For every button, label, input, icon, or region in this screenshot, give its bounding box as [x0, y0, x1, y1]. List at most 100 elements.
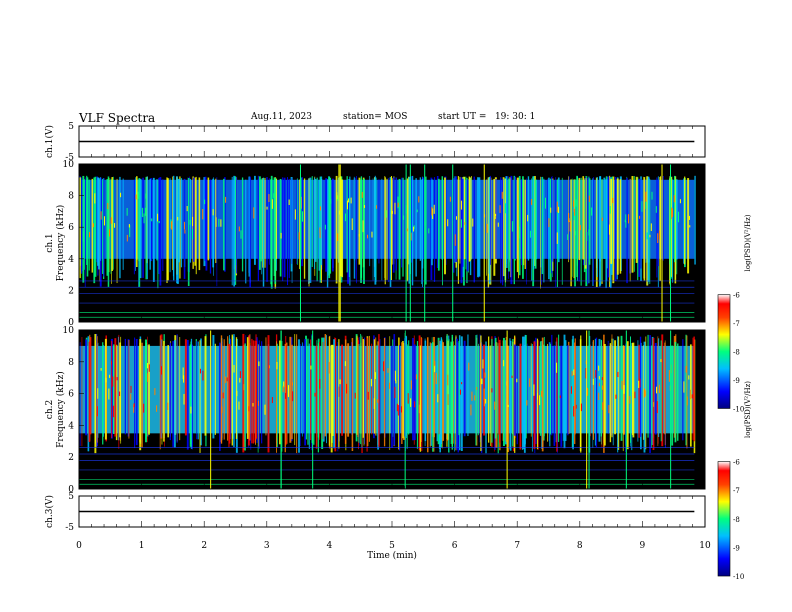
spectrogram-hotspot — [573, 369, 575, 376]
spectrogram-streak — [375, 337, 377, 436]
spectrogram-streak — [389, 177, 392, 287]
spectrogram-streak — [512, 341, 515, 452]
spectrogram-streak — [241, 177, 244, 272]
spectrogram-streak — [304, 339, 307, 446]
spectrogram-hotspot — [403, 215, 405, 220]
spectrogram-streak — [677, 343, 679, 441]
spectrogram-streak — [316, 177, 318, 282]
spectrogram-hotspot — [319, 227, 321, 233]
spectrogram-hotspot — [638, 380, 640, 388]
spectrogram-hotspot — [288, 385, 290, 398]
spectrogram-streak — [487, 177, 489, 282]
spectrogram-streak — [612, 338, 614, 446]
spectrogram-streak — [339, 345, 340, 442]
spectrogram-streak — [103, 178, 105, 277]
spectrogram-streak — [313, 345, 315, 445]
spectrogram-streak — [516, 345, 518, 445]
spectrogram-streak — [580, 335, 582, 453]
spectrogram-hotspot — [617, 371, 619, 378]
spectrogram-streak — [689, 344, 692, 447]
spectrogram-streak — [458, 335, 461, 451]
spectrogram-streak — [373, 339, 376, 434]
spectrogram-hotspot — [192, 229, 194, 240]
spectrogram-hotspot — [148, 364, 150, 372]
date-label: Aug.11, 2023 — [251, 112, 312, 122]
spectrogram-streak — [657, 179, 659, 267]
spectrogram-streak — [543, 336, 545, 437]
spectrogram-streak — [104, 338, 107, 440]
spectrogram-hotspot — [354, 392, 356, 399]
spectrogram-hotspot — [575, 199, 577, 207]
spectrogram-streak — [685, 334, 687, 446]
spectrogram-hotspot — [499, 205, 501, 213]
spectrogram-hotspot — [143, 403, 145, 413]
spectrogram-streak — [145, 339, 147, 439]
spectrogram-hotspot — [336, 192, 338, 200]
colorbar-tick-label: -7 — [733, 487, 740, 495]
spectrogram-streak — [94, 334, 97, 454]
x-tick-label: 7 — [514, 541, 520, 551]
spectrogram-hotspot — [541, 390, 543, 397]
spectrogram-hotspot — [481, 378, 483, 385]
spectrogram-streak — [505, 336, 507, 442]
spectrogram-hotspot — [119, 391, 121, 397]
spectrogram-streak — [347, 179, 350, 284]
spectrogram-streak — [341, 179, 344, 278]
spectrogram-hotspot — [678, 211, 680, 223]
spectrogram-streak — [478, 343, 479, 436]
spectrogram-streak — [389, 336, 391, 450]
spectrogram-streak — [250, 345, 252, 450]
spectrogram-hotspot — [550, 207, 552, 213]
spectrogram-streak — [145, 176, 147, 280]
spectrogram-hotspot — [240, 230, 242, 239]
colorbar-label: log(PSD)(V²/Hz) — [744, 214, 752, 271]
spectrogram-streak — [189, 176, 191, 273]
spectrogram-hotspot — [351, 218, 353, 231]
spectrogram-streak — [469, 177, 471, 262]
spectrogram-streak — [363, 339, 365, 446]
spectrogram-hotspot — [100, 211, 102, 220]
spectrogram-streak — [509, 176, 511, 261]
spectrogram-hotspot — [639, 378, 641, 388]
spectrogram-streak — [167, 345, 169, 438]
spectrogram-hotspot — [449, 196, 451, 202]
spectrogram-streak — [276, 343, 278, 448]
spectrogram-streak — [288, 178, 290, 278]
spectrogram-streak — [421, 338, 423, 452]
spectrogram-hotspot — [291, 382, 293, 386]
spectrogram-streak — [162, 179, 164, 271]
spectrogram-streak — [228, 344, 231, 444]
spectrogram-hotspot — [505, 203, 507, 214]
spectrogram-streak — [156, 179, 158, 261]
spectrogram-hotspot — [222, 392, 224, 399]
spectrogram-hotspot — [156, 405, 158, 412]
spectrogram-streak — [79, 177, 81, 279]
spectrogram-streak — [178, 178, 180, 263]
spectrogram-streak — [645, 336, 647, 450]
spectrogram-hotspot — [190, 406, 192, 414]
chart-title: VLF Spectra — [79, 111, 156, 125]
spectrogram-streak — [647, 176, 650, 282]
spectrogram-streak — [360, 179, 363, 283]
spectrogram-hotspot — [644, 390, 646, 397]
y-tick-label: 10 — [63, 160, 75, 170]
spectrogram-streak — [536, 179, 538, 260]
spectrogram-streak — [603, 340, 605, 443]
spectrogram-streak — [308, 343, 310, 449]
spectrogram-streak — [523, 336, 525, 449]
spectrogram-hotspot — [202, 208, 204, 220]
y-tick-label: 0 — [68, 318, 74, 328]
spectrogram-streak — [351, 338, 354, 452]
spectrogram-streak — [268, 178, 270, 265]
spectrogram-streak — [372, 178, 374, 281]
spectrogram-hotspot — [324, 224, 326, 230]
spectrogram-hotspot — [374, 372, 376, 380]
spectrogram-hotspot — [655, 386, 657, 394]
spectrogram-hotspot — [183, 393, 185, 405]
spectrogram-streak — [481, 342, 483, 440]
spectrogram-hotspot — [574, 208, 576, 216]
spectrogram-streak — [369, 175, 371, 267]
spectrogram-streak — [106, 179, 109, 276]
spectrogram-hotspot — [126, 207, 128, 216]
spectrogram-hotspot — [634, 391, 636, 399]
